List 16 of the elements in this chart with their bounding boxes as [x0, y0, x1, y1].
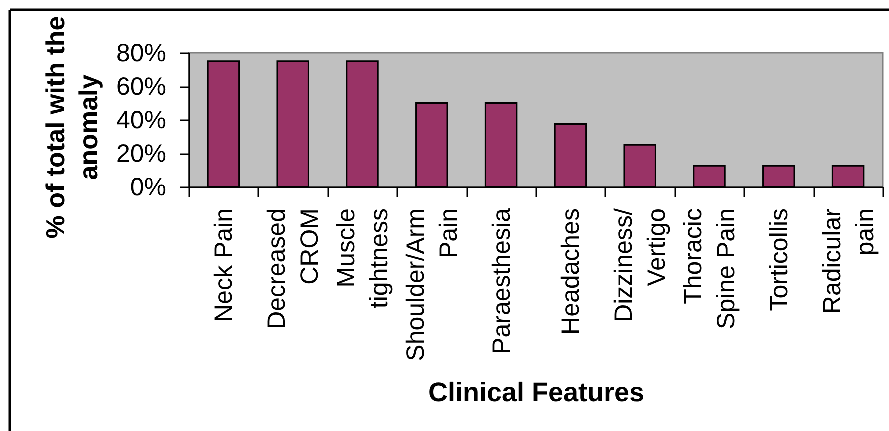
x-tick-label: Torticollis	[765, 208, 794, 312]
y-tick-label: 20%	[116, 140, 166, 168]
x-tick-label: Thoracic Spine Pain	[680, 208, 740, 330]
y-tick-label: 0%	[130, 174, 166, 202]
x-tick-label: Neck Pain	[210, 208, 238, 322]
x-axis-title: Clinical Features	[428, 377, 645, 408]
x-tick-label: Radicular pain	[818, 208, 880, 314]
x-tick-label: Decreased CROM	[263, 208, 324, 330]
x-tick-label: Paraesthesia	[488, 208, 516, 354]
x-tick-label: Headaches	[557, 208, 586, 335]
x-tick-label: Muscle tightness	[332, 208, 394, 309]
y-tick-label: 60%	[116, 73, 166, 101]
y-tick-label: 40%	[116, 106, 166, 134]
x-tick-label: Dizziness/ Vertigo	[610, 208, 672, 322]
y-axis-title: % of total with the anomaly	[40, 16, 104, 239]
y-tick-label: 80%	[116, 40, 166, 68]
